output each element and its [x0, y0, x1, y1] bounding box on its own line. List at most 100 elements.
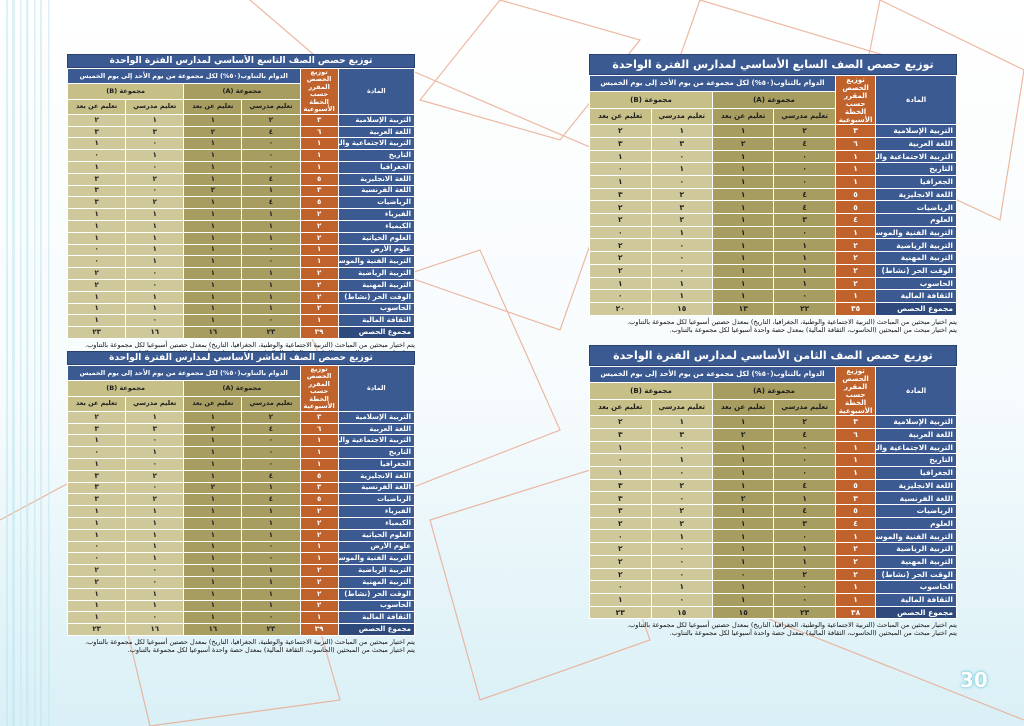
- group-b-school-cell: ٠: [650, 149, 713, 164]
- weekly-total-cell: ٢: [834, 554, 877, 569]
- table-row: الفيزياء ٢ ١ ١ ١ ١: [66, 208, 416, 221]
- group-a-remote-cell: ١: [711, 251, 775, 265]
- grade8-table-block: توزيع حصص الصف الثامن الأساسي لمدارس الف…: [589, 345, 957, 638]
- subject-cell: الوقت الحر (نشاط): [337, 587, 416, 601]
- weekly-total-cell: ٣: [299, 184, 339, 198]
- subject-cell: التربية الإسلامية: [337, 113, 416, 127]
- subject-cell: اللغة العربية: [875, 427, 957, 442]
- group-b-school-cell: ٢: [125, 493, 185, 507]
- weekly-total-cell: ٢: [299, 528, 339, 542]
- group-a-remote-cell: ١: [711, 149, 775, 164]
- header-row: المادة توزيع الحصص المقرر حسب الخطة الأسب…: [589, 365, 957, 417]
- group-a-school-cell: ١: [773, 251, 836, 265]
- group-a-remote-cell: ١: [183, 575, 243, 589]
- weekly-total-cell: ١: [834, 466, 877, 480]
- note-line: يتم اختيار مبحث من المبحثين (الحاسوب، ال…: [669, 325, 957, 334]
- group-a-remote-cell: ١: [183, 290, 243, 304]
- group-a-remote-cell: ١: [183, 611, 243, 625]
- group-a-remote-cell: ١: [183, 255, 243, 269]
- weekly-total-cell: ٥: [834, 187, 877, 202]
- group-b-remote-cell: ٢: [589, 238, 652, 253]
- subject-header: المادة: [337, 68, 416, 115]
- subject-cell: التربية الرياضية: [337, 564, 416, 577]
- group-a-remote-cell: ٢: [711, 427, 775, 442]
- weekly-total-cell: ٣٩: [299, 326, 339, 339]
- group-a-remote-cell: ٢: [183, 481, 243, 495]
- weekly-total-cell: ٢: [299, 219, 339, 233]
- table-row: التربية الرياضية ٢ ١ ١ ٠ ٢: [66, 564, 416, 577]
- group-a-remote-cell: ١: [183, 149, 243, 162]
- group-a-remote-cell: ١: [183, 410, 243, 424]
- subject-cell: التربية الفنية والموسيقية: [875, 529, 957, 544]
- group-b-school-cell: ٠: [125, 575, 185, 589]
- group-b-school-cell: ١: [125, 290, 185, 304]
- weekly-total-cell: ٣: [834, 415, 877, 429]
- group-a-school-cell: ١: [241, 208, 301, 221]
- group-b-school-cell: ١: [125, 243, 185, 257]
- table-row: التربية الاجتماعية والوطنية١٠١٠١: [66, 137, 416, 151]
- total-row: مجموع الحصص ٣٩ ٢٣ ١٦ ١٦ ٢٣: [66, 326, 416, 339]
- subject-cell: العلوم الحياتية: [337, 231, 416, 245]
- group-a-remote-cell: ٠: [711, 567, 775, 582]
- subject-cell: الفيزياء: [337, 505, 416, 518]
- weekly-total-cell: ١: [299, 611, 339, 625]
- table-row: اللغة الانجليزية ٥ ٤ ١ ٢ ٣: [66, 172, 416, 186]
- group-a-school-cell: ٤: [773, 478, 836, 493]
- subject-cell: الوقت الحر (نشاط): [337, 290, 416, 304]
- group-a-school-cell: ٤: [241, 196, 301, 210]
- table-row: الجغرافيا ١ ٠ ١ ٠ ١: [66, 161, 416, 174]
- table-row: الوقت الحر (نشاط) ٢ ١ ١ ١ ١: [66, 290, 416, 304]
- page-number: 30: [960, 668, 988, 692]
- group-b-remote-cell: ٣: [589, 187, 652, 202]
- subject-header: المادة: [875, 365, 957, 417]
- group-a-school-cell: ٠: [241, 161, 301, 174]
- subject-header: المادة: [337, 365, 416, 412]
- grade10-table-block: توزيع حصص الصف العاشر الأساسي لمدارس الف…: [66, 351, 416, 654]
- group-a-school-cell: ٢: [241, 113, 301, 127]
- group-b-school-cell: ١: [650, 580, 713, 594]
- table-row: اللغة الانجليزية ٥ ٤ ١ ٢ ٣: [66, 469, 416, 483]
- subject-cell: الرياضيات: [875, 200, 957, 215]
- table-row: الثقافة المالية ١ ٠ ١ ٠ ١: [66, 314, 416, 328]
- group-a-remote-cell: ١: [711, 453, 775, 468]
- group-a-remote-cell: ١٦: [183, 623, 243, 636]
- group-a-remote-cell: ١: [711, 529, 775, 544]
- group-b-remote-cell: ٣: [589, 478, 652, 493]
- group-a-remote-cell: ١: [183, 161, 243, 174]
- group-b-remote-header: تعليم عن بعد: [66, 98, 127, 115]
- group-a-school-cell: ١: [241, 528, 301, 542]
- weekly-total-cell: ١: [299, 149, 339, 162]
- subject-cell: الجغرافيا: [875, 175, 957, 189]
- group-a-school-cell: ٢: [241, 410, 301, 424]
- group-a-school-cell: ٤: [241, 172, 301, 186]
- group-b-remote-cell: ٢: [66, 267, 127, 280]
- group-b-remote-cell: ٠: [66, 552, 127, 566]
- grade7-table-block: توزيع حصص الصف السابع الأساسي لمدارس الف…: [589, 54, 957, 334]
- table-row: الوقت الحر (نشاط) ٢ ٢ ٠ ٠ ٢: [589, 567, 957, 582]
- group-b-header: مجموعة (B): [589, 91, 713, 109]
- group-b-school-cell: ٠: [650, 542, 713, 556]
- group-a-remote-cell: ٢: [183, 422, 243, 436]
- subject-cell: التاريخ: [337, 149, 416, 162]
- group-a-remote-cell: ١: [183, 469, 243, 483]
- subject-cell: الجغرافيا: [875, 466, 957, 480]
- group-a-school-cell: ٤: [773, 504, 836, 518]
- group-a-school-header: تعليم مدرسي: [773, 398, 836, 417]
- group-b-school-cell: ١: [125, 587, 185, 601]
- group-b-school-cell: ٣: [650, 427, 713, 442]
- group-b-remote-cell: ٠: [66, 255, 127, 269]
- weekly-total-cell: ١: [299, 314, 339, 328]
- subject-cell: التربية الاجتماعية والوطنية: [875, 149, 957, 164]
- group-b-school-cell: ٠: [125, 137, 185, 151]
- group-a-remote-cell: ١: [183, 219, 243, 233]
- table-notes: يتم اختيار مبحثين من المباحث (التربية ال…: [67, 638, 415, 654]
- subject-cell: الثقافة المالية: [875, 289, 957, 303]
- subject-cell: اللغة العربية: [337, 422, 416, 436]
- group-a-remote-cell: ١: [183, 587, 243, 601]
- group-a-school-cell: ٤: [241, 493, 301, 507]
- group-b-school-cell: ٢: [650, 213, 713, 227]
- group-b-school-cell: ٠: [125, 161, 185, 174]
- table-row: العلوم ٤ ٣ ١ ٢ ٢: [589, 516, 957, 531]
- weekly-total-cell: ٢: [299, 208, 339, 221]
- group-a-school-cell: ١: [241, 481, 301, 495]
